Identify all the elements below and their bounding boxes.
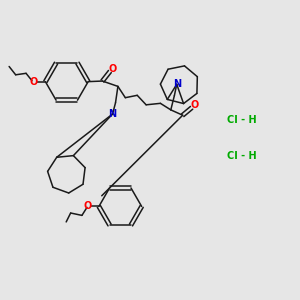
Text: Cl - H: Cl - H xyxy=(227,115,257,125)
Text: O: O xyxy=(109,64,117,74)
Text: Cl - H: Cl - H xyxy=(227,151,257,161)
Text: O: O xyxy=(29,76,38,87)
Text: N: N xyxy=(109,109,117,119)
Text: N: N xyxy=(173,79,181,89)
Text: O: O xyxy=(84,202,92,212)
Text: O: O xyxy=(190,100,199,110)
